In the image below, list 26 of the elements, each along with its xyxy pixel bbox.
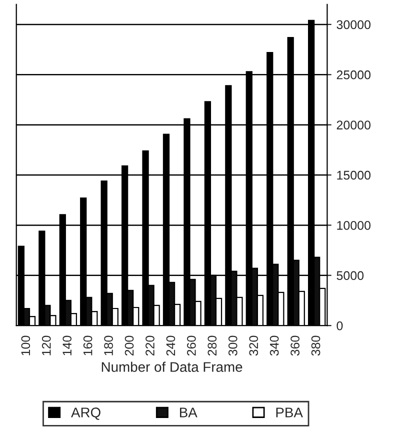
- y-tick-label: 25000: [336, 70, 370, 80]
- x-tick-label: 240: [166, 336, 176, 356]
- y-tick-label: 30000: [336, 20, 370, 30]
- x-tick-label: 220: [146, 336, 154, 356]
- y-tick-label: 20000: [336, 120, 370, 130]
- x-tick-label: 320: [249, 336, 258, 356]
- x-tick-label: 160: [83, 336, 92, 356]
- x-tick-label: 300: [228, 336, 238, 356]
- y-tick-label: 5000: [336, 271, 364, 280]
- x-tick-label: 180: [104, 336, 113, 356]
- x-axis-title: Number of Data Frame: [102, 362, 242, 372]
- x-tick-label: 120: [42, 336, 51, 356]
- y-tick-label: 0: [336, 321, 343, 330]
- x-tick-label: 140: [62, 336, 72, 356]
- x-tick-label: 260: [187, 336, 196, 356]
- y-tick-label: 15000: [337, 170, 370, 180]
- x-tick-label: 360: [290, 336, 300, 356]
- x-tick-label: 340: [270, 336, 279, 356]
- x-tick-label: 380: [311, 336, 320, 356]
- y-tick-label: 10000: [337, 220, 370, 230]
- legend-label: PBA: [276, 408, 303, 418]
- legend-label: BA: [180, 408, 198, 418]
- x-tick-label: 200: [124, 336, 134, 356]
- legend-label: ARQ: [71, 408, 100, 420]
- x-tick-label: 100: [21, 336, 30, 356]
- x-tick-label: 280: [208, 336, 217, 356]
